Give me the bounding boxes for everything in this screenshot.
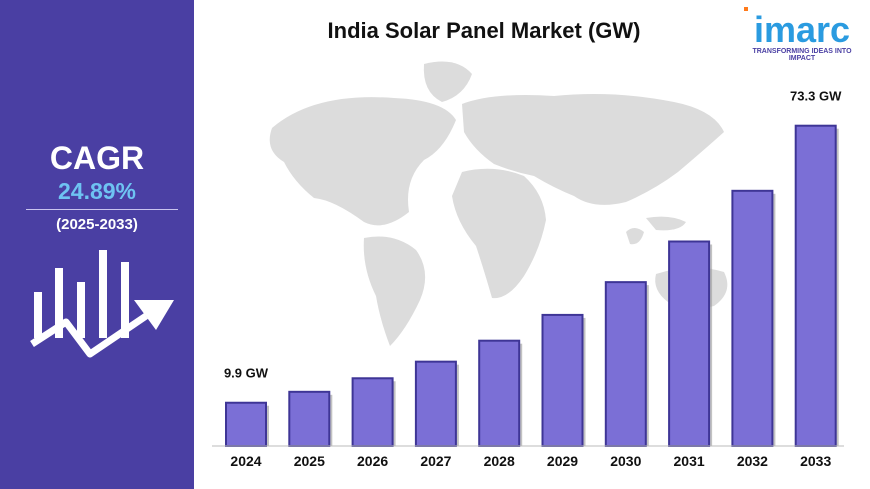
x-axis-ticks: 2024 2025 2026 2027 2028 2029 2030 2031 2032 2033 [230,453,831,469]
x-tick-label: 2031 [674,453,705,469]
cagr-divider [26,209,178,210]
cagr-label: CAGR [49,140,145,176]
bars [225,124,839,448]
bar-2033 [794,124,837,447]
bar-2027 [414,360,457,448]
cagr-period: (2025-2033) [56,216,138,233]
x-tick-label: 2025 [294,453,325,469]
data-label: 73.3 GW [790,89,842,104]
x-tick-label: 2027 [420,453,451,469]
x-tick-label: 2032 [737,453,768,469]
bar-2024 [225,401,267,448]
data-label: 9.9 GW [224,366,269,381]
data-labels: 9.9 GW 73.3 GW [224,89,842,381]
x-tick-label: 2024 [230,453,261,469]
chart-title: India Solar Panel Market (GW) [327,18,641,43]
cagr-panel: CAGR 24.89% (2025-2033) [0,0,194,489]
growth-chart-icon [30,250,174,358]
bar-2028 [478,339,521,448]
x-tick-label: 2030 [610,453,641,469]
bar-2029 [541,313,584,447]
bar-2032 [731,189,774,447]
imarc-logo: imarc TRANSFORMING IDEAS INTO IMPACT [740,6,864,62]
logo-mark: imarc [744,7,850,48]
x-tick-label: 2029 [547,453,578,469]
x-tick-label: 2026 [357,453,388,469]
x-tick-label: 2033 [800,453,831,469]
bar-2031 [668,240,711,447]
cagr-value: 24.89% [57,178,136,204]
x-tick-label: 2028 [484,453,515,469]
world-map-background [269,61,728,346]
logo-tagline: TRANSFORMING IDEAS INTO IMPACT [752,48,852,62]
bar-2026 [351,377,394,448]
bar-2030 [604,281,647,447]
bar-2025 [288,390,331,447]
svg-text:imarc: imarc [754,9,850,48]
